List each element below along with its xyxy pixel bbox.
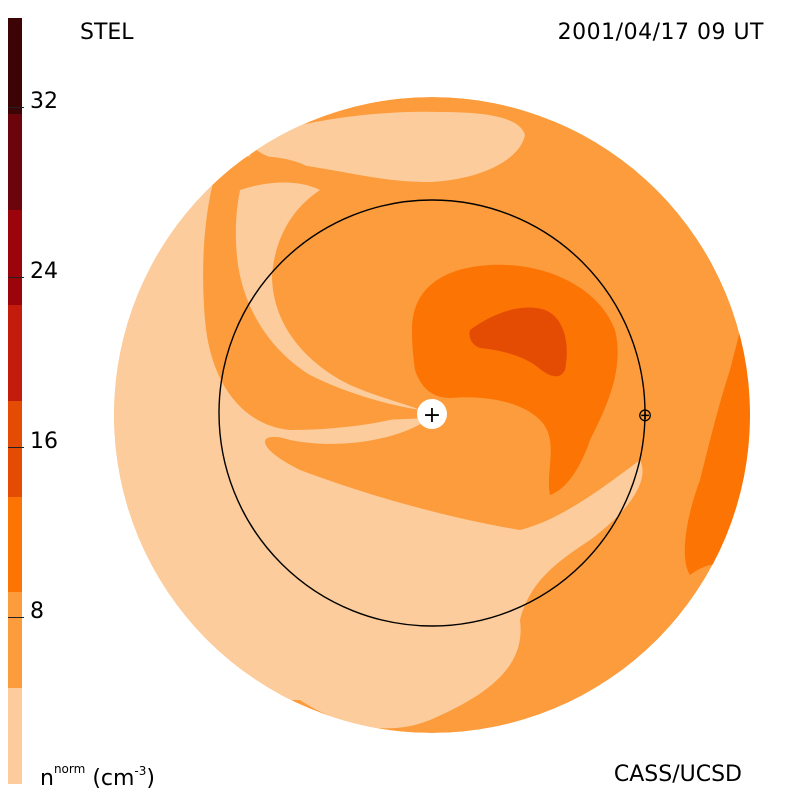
colorbar-tick-label: 16 — [30, 429, 58, 454]
colorbar-tick-mark — [8, 107, 24, 108]
unit-exponent: -3 — [134, 764, 147, 778]
credit-label: CASS/UCSD — [613, 762, 742, 787]
colorbar-tick-mark — [8, 277, 24, 278]
colorbar-tick-label: 24 — [30, 259, 58, 284]
colorbar-tick-label: 32 — [30, 89, 58, 114]
colorbar-segment — [8, 591, 22, 688]
sun-marker: + — [423, 403, 441, 428]
unit-label: nnorm (cm-3) — [40, 763, 155, 790]
earth-marker: ⊕ — [637, 405, 652, 426]
map-region-lightest-strip — [235, 182, 420, 410]
map-region-lightest-left — [114, 100, 643, 729]
colorbar-tick-mark — [8, 617, 24, 618]
instrument-label: STEL — [80, 20, 134, 45]
unit-superscript: norm — [53, 762, 86, 776]
sun-disk — [417, 399, 447, 429]
map-region-dark-core — [469, 307, 567, 377]
unit-paren: (cm — [92, 766, 135, 791]
map-region-light-spot — [490, 449, 508, 472]
colorbar-segment — [8, 304, 22, 401]
colorbar-segment — [8, 400, 22, 497]
colorbar-segment — [8, 496, 22, 593]
earth-orbit-circle — [218, 199, 646, 627]
colorbar-segment — [8, 209, 22, 306]
colorbar-tick-label: 8 — [30, 599, 44, 624]
map-region-light-notch — [455, 399, 485, 417]
unit-close: ) — [146, 766, 155, 791]
colorbar-segment — [8, 18, 22, 115]
unit-symbol: n — [40, 766, 54, 791]
map-region-lightest-top — [250, 111, 525, 182]
map-region-medium-core — [412, 264, 618, 495]
timestamp-label: 2001/04/17 09 UT — [557, 20, 764, 45]
colorbar-segment — [8, 113, 22, 210]
colorbar-tick-mark — [8, 447, 24, 448]
colorbar — [8, 18, 22, 784]
colorbar-segment — [8, 687, 22, 784]
